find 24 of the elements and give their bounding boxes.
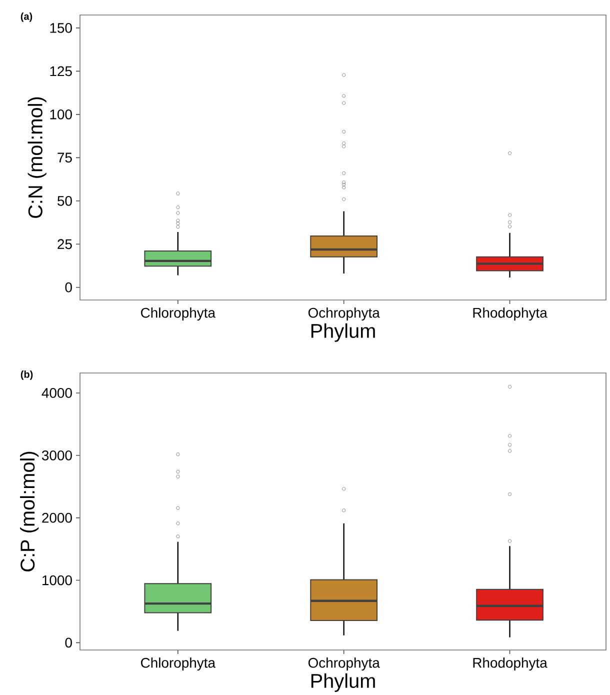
y-tick-label: 125 [50, 66, 72, 76]
x-tick-label: Chlorophyta [141, 658, 216, 671]
y-tick-label: 2000 [42, 512, 72, 523]
x-tick-label: Rhodophyta [473, 658, 548, 671]
x-tick-label: Ochrophyta [308, 658, 380, 671]
y-axis-title: C:N (mol:mol) [28, 97, 46, 218]
x-tick-label: Chlorophyta [141, 308, 216, 321]
chart-title: (b) [20, 370, 33, 380]
y-tick-label: 0 [65, 638, 72, 648]
x-tick-label: Ochrophyta [308, 308, 380, 321]
y-axis-title: C:P (mol:mol) [20, 452, 39, 572]
y-tick-label: 100 [50, 109, 72, 120]
y-tick-label: 4000 [42, 388, 72, 398]
y-tick-label: 0 [65, 282, 72, 292]
y-tick-label: 150 [50, 23, 72, 33]
x-axis-title: Phylum [311, 323, 375, 342]
y-tick-label: 3000 [42, 450, 72, 460]
y-tick-label: 75 [58, 152, 72, 163]
chart-title: (a) [20, 12, 32, 22]
y-tick-label: 25 [58, 239, 72, 250]
x-axis-title: Phylum [311, 673, 375, 692]
y-tick-label: 1000 [42, 575, 72, 586]
y-tick-label: 50 [58, 196, 72, 206]
x-tick-label: Rhodophyta [473, 308, 548, 321]
